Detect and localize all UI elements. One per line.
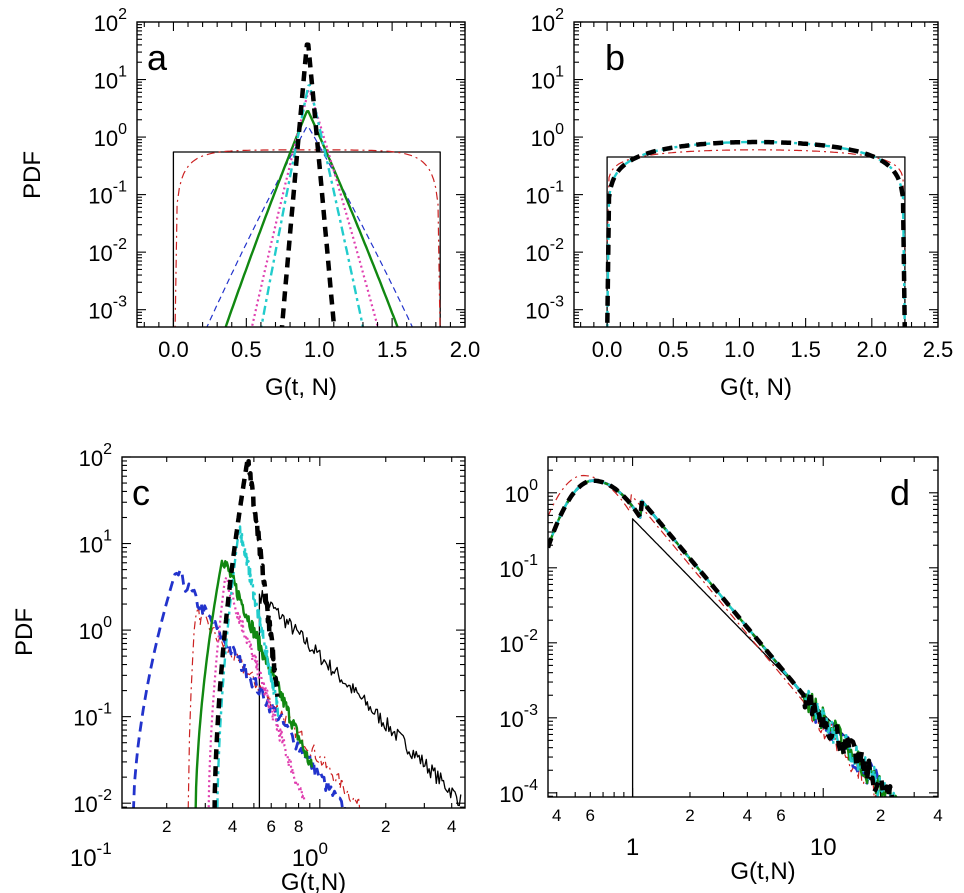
x-axis-label: G(t,N) <box>281 869 346 893</box>
series-line-5 <box>548 479 897 797</box>
y-tick-label: 10-2 <box>88 236 127 266</box>
series-group <box>605 139 907 327</box>
series-line-1 <box>258 589 462 808</box>
y-axis-label: PDF <box>19 151 46 199</box>
y-tick-label: 10-3 <box>88 294 127 324</box>
x-tick-label: 0.0 <box>592 337 623 362</box>
series-line-2 <box>606 149 906 254</box>
x-minor-tick-label: 8 <box>294 817 303 836</box>
x-tick-label: 0.5 <box>231 337 262 362</box>
series-line-6 <box>548 478 895 797</box>
series-group <box>172 42 441 327</box>
x-minor-tick-label: 6 <box>776 806 785 825</box>
y-tick-label: 10-1 <box>88 179 127 209</box>
panel-letter: d <box>890 472 910 513</box>
plot-frame <box>121 456 466 809</box>
y-tick-label: 10-1 <box>73 701 112 731</box>
x-minor-tick-label: 6 <box>586 806 595 825</box>
panel-letter: b <box>605 37 625 78</box>
series-line-3 <box>206 126 414 327</box>
x-minor-tick-label: 4 <box>933 806 942 825</box>
y-tick-label: 100 <box>79 614 112 644</box>
x-major-tick-label: 10-1 <box>70 839 112 872</box>
y-tick-label: 101 <box>79 528 112 558</box>
panel-letter: c <box>132 472 150 513</box>
x-axis-label: G(t, N) <box>265 374 337 401</box>
y-tick-label: 100 <box>531 121 564 151</box>
x-minor-tick-label: 2 <box>685 806 694 825</box>
panel-letter: a <box>147 37 168 78</box>
x-minor-tick-label: 4 <box>552 806 561 825</box>
y-tick-label: 10-2 <box>499 627 538 657</box>
y-tick-label: 102 <box>531 6 564 36</box>
series-line-4 <box>548 479 898 797</box>
series-line-3 <box>132 568 347 808</box>
y-tick-label: 10-2 <box>73 787 112 817</box>
series-line-4 <box>194 559 314 808</box>
series-line-4 <box>224 110 399 327</box>
y-tick-label: 101 <box>94 64 127 94</box>
x-minor-tick-label: 6 <box>266 817 275 836</box>
x-major-tick-label: 1 <box>626 834 639 861</box>
x-minor-tick-label: 4 <box>228 817 237 836</box>
x-minor-tick-label: 4 <box>743 806 752 825</box>
series-line-2 <box>174 149 441 327</box>
x-minor-tick-label: 4 <box>447 817 456 836</box>
y-tick-label: 100 <box>505 477 538 507</box>
series-line-3 <box>606 140 906 327</box>
x-tick-label: 1.0 <box>304 337 335 362</box>
y-tick-label: 10-2 <box>525 236 564 266</box>
x-tick-label: 0.0 <box>158 337 189 362</box>
x-tick-label: 0.5 <box>658 337 689 362</box>
series-line-1 <box>631 518 852 797</box>
y-tick-label: 10-1 <box>499 552 538 582</box>
plot-frame <box>573 21 939 328</box>
x-tick-label: 2.0 <box>857 337 888 362</box>
y-tick-label: 10-1 <box>525 179 564 209</box>
plot-frame <box>136 21 466 328</box>
panel-a: 102 101 100 10-1 10-2 10-3 0.0 0.5 1.0 1.5 2.0 G(t,… <box>19 6 480 401</box>
y-tick-label: 10-3 <box>499 702 538 732</box>
x-minor-tick-label: 2 <box>162 817 171 836</box>
series-line-5 <box>207 576 306 808</box>
x-minor-tick-label: 2 <box>381 817 390 836</box>
x-axis-label: G(t, N) <box>720 374 792 401</box>
y-tick-label: 10-4 <box>499 777 538 807</box>
series-line-7 <box>212 457 280 808</box>
series-group <box>132 457 462 808</box>
series-line-7 <box>279 42 337 327</box>
series-line-1 <box>606 156 906 327</box>
plot-frame <box>547 456 939 798</box>
x-axis-label: G(t,N) <box>730 858 795 885</box>
x-major-tick-label: 10 <box>810 834 837 861</box>
x-tick-label: 2.0 <box>450 337 481 362</box>
y-tick-label: 102 <box>79 441 112 471</box>
x-minor-tick-label: 2 <box>876 806 885 825</box>
series-group <box>548 474 898 797</box>
series-line-6 <box>216 525 280 808</box>
series-line-2 <box>548 474 891 797</box>
x-tick-label: 1.5 <box>790 337 821 362</box>
panel-b: 102 101 100 10-1 10-2 10-3 0.0 0.5 1.0 1.5 2.0 2.5 G… <box>525 6 953 401</box>
y-tick-label: 102 <box>94 6 127 36</box>
x-tick-label: 1.0 <box>724 337 755 362</box>
x-tick-label: 2.5 <box>923 337 954 362</box>
series-line-1 <box>172 151 441 327</box>
y-tick-label: 100 <box>94 121 127 151</box>
series-line-4 <box>605 139 907 327</box>
y-tick-label: 101 <box>531 64 564 94</box>
panel-d: 100 10-1 10-2 10-3 10-4 4 6 2 4 6 2 4 1 10 G(t,N) d <box>499 456 943 885</box>
x-major-tick-label: 100 <box>292 839 328 872</box>
y-axis-label: PDF <box>11 608 38 656</box>
x-tick-label: 1.5 <box>377 337 408 362</box>
y-tick-label: 10-3 <box>525 294 564 324</box>
